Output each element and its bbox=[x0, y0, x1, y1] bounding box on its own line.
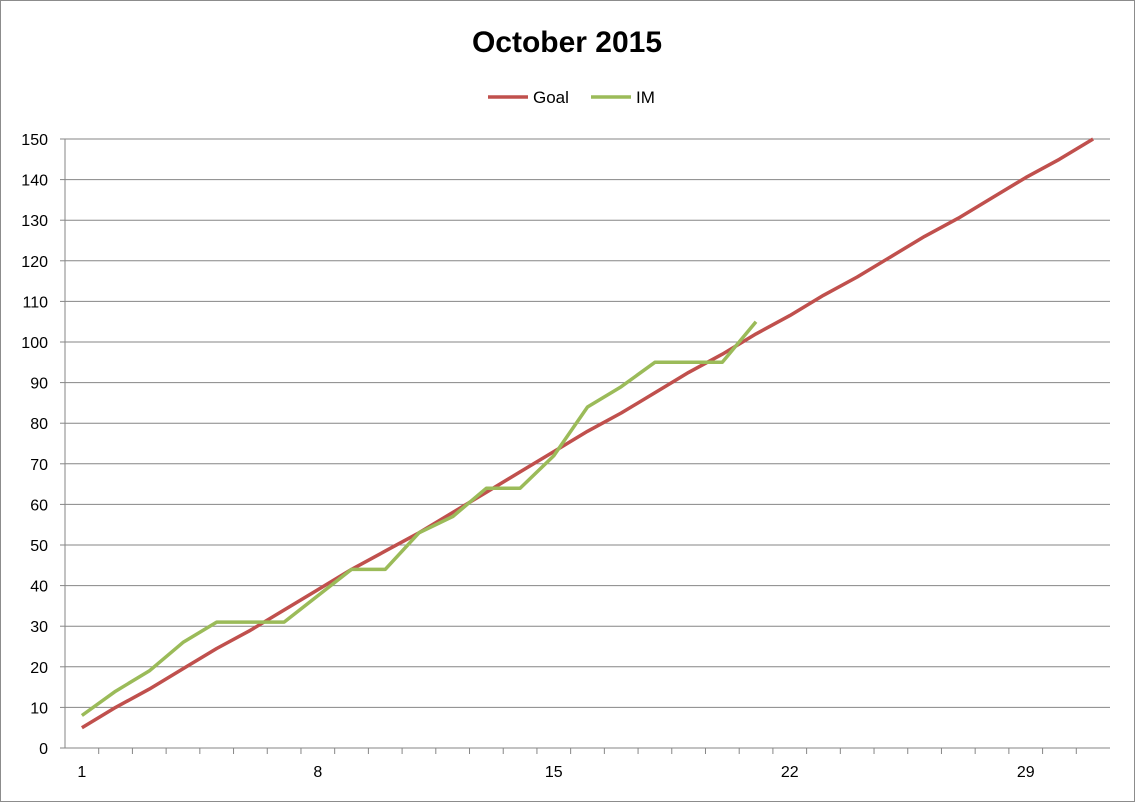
y-tick-label: 10 bbox=[30, 700, 48, 717]
legend: Goal IM bbox=[488, 88, 655, 107]
x-tick-label: 15 bbox=[545, 764, 563, 781]
gridlines bbox=[65, 138, 1110, 708]
y-tick-label: 20 bbox=[30, 660, 48, 677]
y-tick-label: 80 bbox=[30, 416, 48, 433]
legend-label: IM bbox=[636, 88, 655, 107]
series-line-goal bbox=[80, 137, 1095, 730]
y-tick-label: 60 bbox=[30, 497, 48, 514]
x-tick-label: 8 bbox=[313, 764, 322, 781]
y-tick-label: 50 bbox=[30, 538, 48, 555]
series-line-im bbox=[80, 320, 758, 717]
y-tick-label: 90 bbox=[30, 376, 48, 393]
series-lines bbox=[80, 137, 1095, 730]
legend-item-im: IM bbox=[591, 88, 655, 107]
y-tick-label: 70 bbox=[30, 457, 48, 474]
x-tick-label: 29 bbox=[1017, 764, 1035, 781]
y-tick-label: 140 bbox=[21, 173, 48, 190]
legend-label: Goal bbox=[533, 88, 569, 107]
y-tick-label: 30 bbox=[30, 619, 48, 636]
y-tick-label: 130 bbox=[21, 213, 48, 230]
x-tick-label: 22 bbox=[781, 764, 799, 781]
y-tick-label: 40 bbox=[30, 579, 48, 596]
y-tick-label: 0 bbox=[39, 741, 48, 758]
y-tick-label: 150 bbox=[21, 132, 48, 149]
y-tick-label: 120 bbox=[21, 254, 48, 271]
axes bbox=[64, 139, 1110, 749]
chart-title: October 2015 bbox=[472, 26, 662, 59]
y-axis-ticks: 0 10 20 30 40 50 60 70 80 90 100 110 120 130 140 150 bbox=[21, 132, 65, 758]
y-tick-label: 100 bbox=[21, 335, 48, 352]
y-tick-label: 110 bbox=[22, 294, 48, 311]
x-tick-label: 1 bbox=[77, 764, 86, 781]
x-axis-ticks: 1 8 15 22 29 bbox=[77, 748, 1077, 781]
legend-item-goal: Goal bbox=[488, 88, 569, 107]
